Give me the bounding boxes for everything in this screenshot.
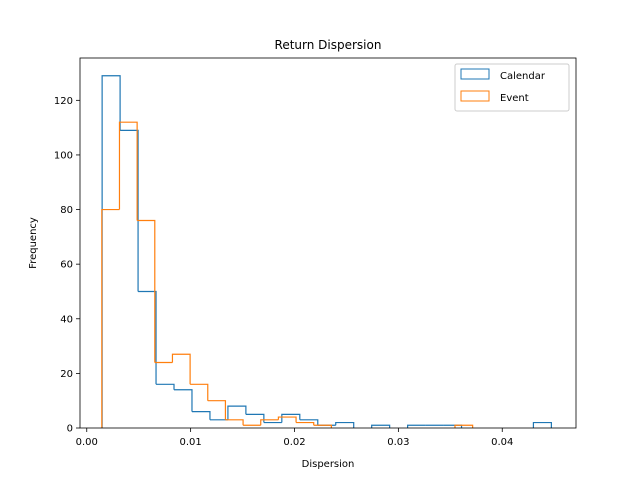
histogram-bin <box>138 290 157 385</box>
x-tick-label: 0.03 <box>387 437 409 448</box>
histogram-bin <box>190 383 209 401</box>
legend-box <box>454 63 570 112</box>
x-tick-label: 0.01 <box>179 437 201 448</box>
histogram-bin <box>454 424 474 428</box>
plot-frame <box>79 57 577 429</box>
chart-title: Return Dispersion <box>275 38 382 52</box>
series-event <box>101 121 474 428</box>
x-axis-label: Dispersion <box>302 459 355 470</box>
histogram-bin <box>260 419 279 426</box>
legend-label-event: Event <box>500 93 529 104</box>
legend-swatch-calendar <box>460 68 490 80</box>
y-tick-label: 60 <box>60 260 73 271</box>
histogram-bin <box>101 208 120 428</box>
legend: Calendar Event <box>454 63 570 112</box>
histogram-bin <box>296 421 315 426</box>
histogram-bin <box>171 353 191 385</box>
histogram-bin <box>120 129 139 292</box>
histogram-bin <box>299 419 319 426</box>
histogram-bin <box>227 405 247 420</box>
histogram-bin <box>371 424 391 428</box>
y-axis-ticks: 0 20 40 60 80 100 120 <box>54 96 80 435</box>
histogram-bin <box>156 383 175 390</box>
x-axis-ticks: 0.00 0.01 0.02 0.03 0.04 <box>76 428 513 448</box>
y-tick-label: 80 <box>60 205 73 216</box>
x-tick-label: 0.04 <box>491 437 513 448</box>
histogram-bin <box>174 389 193 412</box>
x-tick-label: 0.02 <box>283 437 305 448</box>
y-tick-label: 40 <box>60 314 73 325</box>
histogram-bin <box>281 413 301 423</box>
histogram-bin <box>137 219 156 363</box>
y-tick-label: 120 <box>54 96 73 107</box>
histogram-bin <box>335 421 355 428</box>
y-tick-label: 0 <box>67 424 73 435</box>
histogram-bin <box>277 416 297 423</box>
histogram-bin <box>207 400 227 420</box>
histogram-bin <box>407 424 426 428</box>
legend-label-calendar: Calendar <box>500 71 546 82</box>
histogram-series-group <box>101 75 552 428</box>
y-tick-label: 100 <box>54 150 73 161</box>
histogram-bin <box>532 421 552 428</box>
x-tick-label: 0.00 <box>76 437 98 448</box>
histogram-bin <box>313 424 332 428</box>
legend-swatch-event <box>460 90 490 102</box>
y-tick-label: 20 <box>60 369 73 380</box>
y-axis-label: Frequency <box>28 217 39 269</box>
histogram-bin <box>118 121 138 221</box>
histogram-bin <box>191 411 211 420</box>
histogram-bin <box>225 419 244 426</box>
